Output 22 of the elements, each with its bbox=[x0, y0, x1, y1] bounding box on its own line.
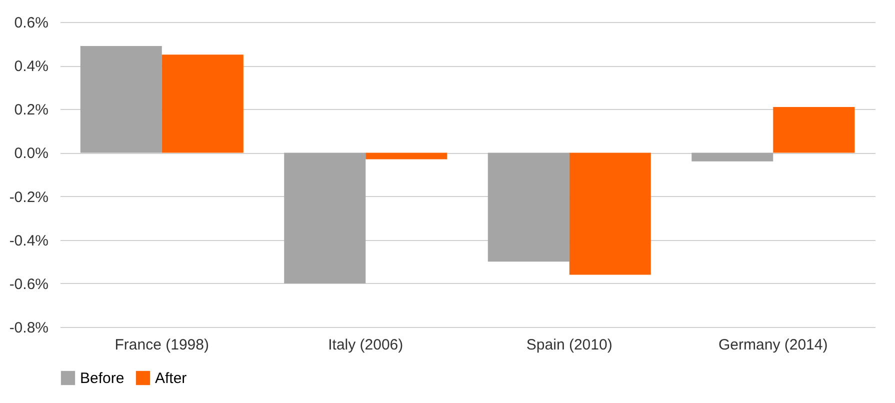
x-tick-label: Spain (2010) bbox=[526, 336, 612, 354]
bar bbox=[692, 152, 774, 162]
legend-label: After bbox=[155, 370, 187, 387]
y-tick-label: -0.8% bbox=[9, 320, 48, 336]
y-tick-label: -0.2% bbox=[9, 188, 48, 206]
x-tick-label: Germany (2014) bbox=[718, 336, 828, 354]
bar bbox=[773, 106, 855, 153]
y-tick-label: 0.6% bbox=[14, 14, 48, 32]
y-tick-label: 0.4% bbox=[14, 58, 48, 76]
y-tick-label: -0.4% bbox=[9, 232, 48, 250]
bar bbox=[162, 54, 244, 153]
bar bbox=[80, 46, 162, 153]
bar bbox=[569, 152, 651, 275]
y-tick-label: -0.6% bbox=[9, 276, 48, 293]
bar bbox=[284, 152, 366, 284]
legend-label: Before bbox=[80, 370, 124, 387]
x-tick-label: Italy (2006) bbox=[328, 336, 404, 354]
y-tick-label: 0.2% bbox=[14, 102, 48, 119]
bar bbox=[366, 152, 448, 160]
y-tick-label: 0.0% bbox=[14, 145, 48, 162]
x-tick-label: France (1998) bbox=[114, 336, 209, 354]
bar bbox=[488, 152, 570, 262]
